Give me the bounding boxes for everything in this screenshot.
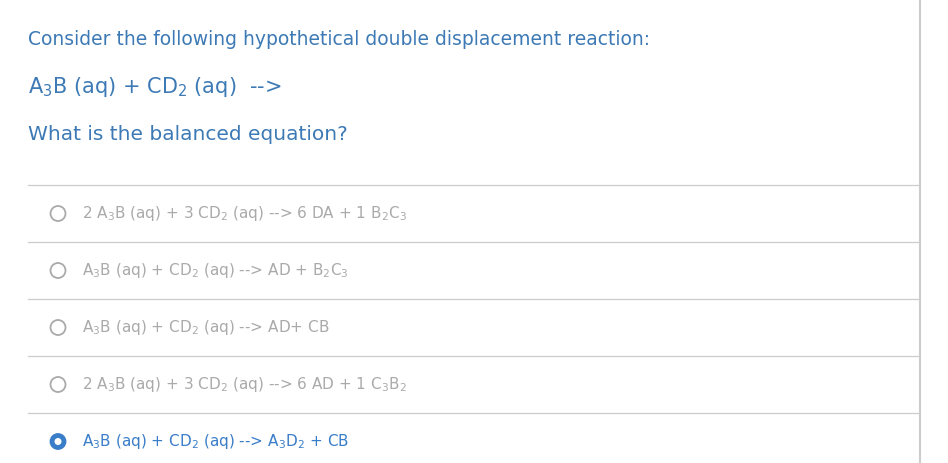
Text: 2 $\mathregular{A_3}$B (aq) + 3 CD$\mathregular{_2}$ (aq) --> 6 DA + 1 B$\mathre: 2 $\mathregular{A_3}$B (aq) + 3 CD$\math… — [82, 204, 407, 223]
Circle shape — [50, 434, 65, 449]
Text: $\mathregular{A_3}$B (aq) + CD$\mathregular{_2}$ (aq) --> $\mathregular{A_3D_2}$: $\mathregular{A_3}$B (aq) + CD$\mathregu… — [82, 432, 349, 451]
Text: $\mathregular{A_3}$B (aq) + CD$\mathregular{_2}$ (aq)  -->: $\mathregular{A_3}$B (aq) + CD$\mathregu… — [28, 75, 282, 99]
Text: $\mathregular{A_3}$B (aq) + CD$\mathregular{_2}$ (aq) --> AD + B$\mathregular{_2: $\mathregular{A_3}$B (aq) + CD$\mathregu… — [82, 261, 349, 280]
Text: Consider the following hypothetical double displacement reaction:: Consider the following hypothetical doub… — [28, 30, 650, 49]
Text: What is the balanced equation?: What is the balanced equation? — [28, 125, 348, 144]
Text: $\mathregular{A_3}$B (aq) + CD$\mathregular{_2}$ (aq) --> AD+ CB: $\mathregular{A_3}$B (aq) + CD$\mathregu… — [82, 318, 329, 337]
Circle shape — [54, 438, 62, 445]
Text: 2 $\mathregular{A_3}$B (aq) + 3 CD$\mathregular{_2}$ (aq) --> 6 AD + 1 C$\mathre: 2 $\mathregular{A_3}$B (aq) + 3 CD$\math… — [82, 375, 407, 394]
